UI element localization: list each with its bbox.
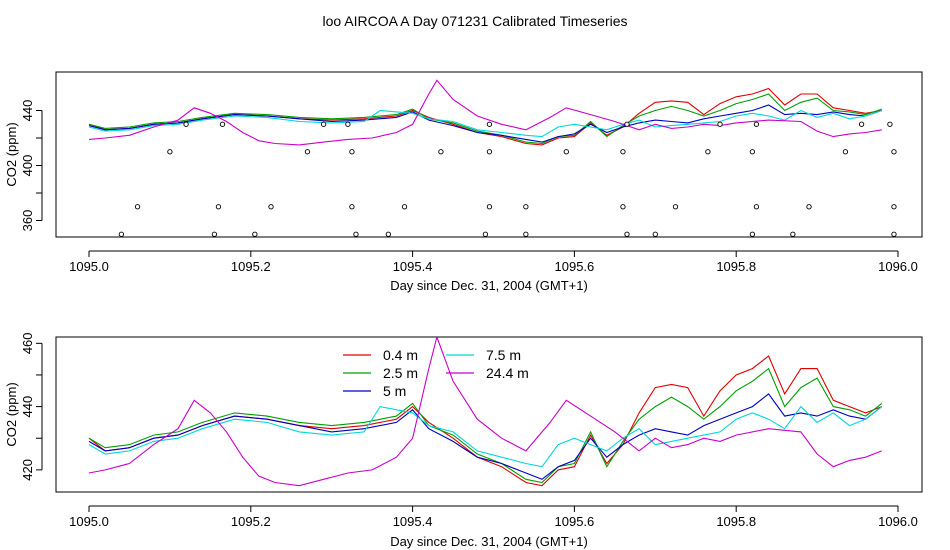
flag-point bbox=[891, 149, 897, 155]
plot-frame bbox=[55, 336, 923, 493]
x-tick-label: 1095.4 bbox=[393, 514, 433, 529]
flag-point bbox=[134, 204, 141, 210]
flag-point bbox=[790, 231, 796, 237]
flag-point bbox=[652, 231, 658, 237]
x-tick-label: 1095.2 bbox=[231, 514, 271, 529]
flag-point bbox=[620, 204, 626, 210]
y-axis-label: CO2 (ppm) bbox=[4, 382, 19, 446]
flag-point bbox=[349, 204, 355, 210]
flag-point bbox=[891, 231, 897, 237]
y-tick-label: 440 bbox=[20, 396, 35, 418]
series-line-2-5-m bbox=[88, 93, 882, 145]
flag-point bbox=[401, 204, 408, 210]
flag-point bbox=[806, 204, 812, 210]
flag-point bbox=[887, 121, 893, 127]
plot-frame bbox=[55, 71, 923, 238]
flag-point bbox=[705, 149, 711, 155]
y-tick-label: 360 bbox=[20, 210, 35, 232]
series-line-7-5-m bbox=[88, 405, 883, 468]
x-tick-label: 1095.6 bbox=[555, 259, 595, 274]
flag-point bbox=[523, 231, 529, 237]
flag-point bbox=[482, 231, 489, 237]
flag-point bbox=[215, 204, 222, 210]
flag-point bbox=[486, 149, 493, 155]
flag-point bbox=[842, 149, 849, 155]
legend-label: 5 m bbox=[383, 383, 406, 399]
flag-point bbox=[563, 149, 569, 155]
flag-point bbox=[891, 204, 897, 210]
flag-point bbox=[219, 121, 226, 127]
y-tick-label: 420 bbox=[20, 459, 35, 481]
chart-title: loo AIRCOA A Day 071231 Calibrated Times… bbox=[322, 13, 627, 29]
flag-point bbox=[167, 149, 173, 155]
legend-label: 0.4 m bbox=[383, 347, 418, 363]
flag-point bbox=[211, 231, 218, 237]
flag-point bbox=[353, 231, 359, 237]
x-tick-label: 1095.8 bbox=[716, 259, 756, 274]
flag-point bbox=[345, 121, 351, 127]
flag-point bbox=[753, 121, 760, 127]
y-axis-label: CO2 (ppm) bbox=[4, 122, 19, 186]
x-tick-label: 1095.8 bbox=[716, 514, 756, 529]
flag-point bbox=[624, 121, 630, 127]
top-panel: 1095.0 1095.2 1095.4 1095.6 1095.8 1096.0 Day … bbox=[4, 71, 923, 293]
flag-point bbox=[385, 231, 391, 237]
flag-point bbox=[486, 204, 493, 210]
series-line-5-m bbox=[88, 393, 883, 480]
flag-point bbox=[624, 231, 630, 237]
flag-point bbox=[858, 121, 865, 127]
flag-point bbox=[753, 204, 760, 210]
series-line-24-4-m bbox=[88, 337, 882, 487]
bottom-panel: 1095.0 1095.2 1095.4 1095.6 1095.8 1096.0 Day … bbox=[4, 332, 923, 549]
flag-point bbox=[717, 121, 723, 127]
legend-label: 7.5 m bbox=[486, 347, 521, 363]
x-tick-label: 1095.6 bbox=[555, 514, 595, 529]
x-tick-label: 1096.0 bbox=[878, 259, 918, 274]
flag-point bbox=[523, 204, 529, 210]
flag-point bbox=[620, 149, 626, 155]
x-tick-label: 1096.0 bbox=[878, 514, 918, 529]
flag-point bbox=[486, 121, 493, 127]
flag-point bbox=[438, 149, 444, 155]
series-line-5-m bbox=[88, 104, 882, 143]
y-tick-label: 440 bbox=[20, 100, 35, 122]
y-tick-label: 400 bbox=[20, 155, 35, 177]
series-line-24-4-m bbox=[88, 79, 882, 146]
series-line-2-5-m bbox=[88, 367, 883, 484]
flag-point bbox=[252, 231, 258, 237]
flag-point bbox=[749, 231, 756, 237]
legend-label: 24.4 m bbox=[486, 365, 529, 381]
x-axis-label: Day since Dec. 31, 2004 (GMT+1) bbox=[390, 278, 588, 293]
flag-point bbox=[349, 149, 355, 155]
series-line-7-5-m bbox=[88, 109, 882, 138]
x-tick-label: 1095.0 bbox=[69, 259, 109, 274]
flag-point bbox=[749, 149, 756, 155]
flag-point bbox=[304, 149, 311, 155]
flag-point bbox=[118, 231, 125, 237]
flag-point bbox=[672, 204, 679, 210]
x-axis-label: Day since Dec. 31, 2004 (GMT+1) bbox=[390, 534, 588, 549]
x-tick-label: 1095.2 bbox=[231, 259, 271, 274]
x-tick-label: 1095.4 bbox=[393, 259, 433, 274]
flag-point bbox=[183, 121, 189, 127]
flag-point bbox=[320, 121, 327, 127]
legend-label: 2.5 m bbox=[383, 365, 418, 381]
x-tick-label: 1095.0 bbox=[69, 514, 109, 529]
flag-point bbox=[268, 204, 274, 210]
y-tick-label: 460 bbox=[20, 332, 35, 354]
